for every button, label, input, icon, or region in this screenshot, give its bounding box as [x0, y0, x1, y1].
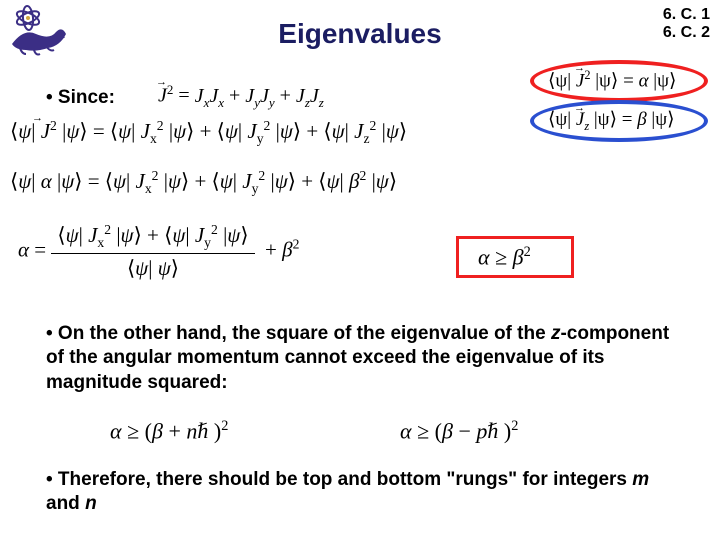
- section-refs: 6. C. 1 6. C. 2: [663, 6, 710, 43]
- eq-ineq-p: α ≥ (β − ph )2: [400, 418, 518, 444]
- eq-alpha-frac: α = ⟨ψ| Jx2 |ψ⟩ + ⟨ψ| Jy2 |ψ⟩ ⟨ψ| ψ⟩ + β…: [18, 222, 299, 281]
- eq-j2-alpha: → ⟨ψ| J2 |ψ⟩ = α |ψ⟩: [548, 68, 676, 92]
- eq-jz-beta: → ⟨ψ| Jz |ψ⟩ = β |ψ⟩: [548, 108, 675, 134]
- eq-expand-2: ⟨ψ| α |ψ⟩ = ⟨ψ| Jx2 |ψ⟩ + ⟨ψ| Jy2 |ψ⟩ + …: [10, 168, 397, 197]
- eq-alpha-ge-beta2: α ≥ β2: [478, 244, 531, 270]
- eq-expand-1: → ⟨ψ| J2 |ψ⟩ = ⟨ψ| Jx2 |ψ⟩ + ⟨ψ| Jy2 |ψ⟩…: [10, 118, 407, 147]
- page-title: Eigenvalues: [0, 18, 720, 50]
- eq-ineq-n: α ≥ (β + nh )2: [110, 418, 228, 444]
- ref-line-1: 6. C. 1: [663, 6, 710, 24]
- eq-j2-def: → J2 = JxJx + JyJy + JzJz: [158, 82, 324, 111]
- bullet-paragraph-3: • Therefore, there should be top and bot…: [46, 468, 676, 517]
- ref-line-2: 6. C. 2: [663, 24, 710, 42]
- bullet-since: • Since:: [46, 86, 115, 110]
- bullet-paragraph-2: • On the other hand, the square of the e…: [46, 322, 676, 395]
